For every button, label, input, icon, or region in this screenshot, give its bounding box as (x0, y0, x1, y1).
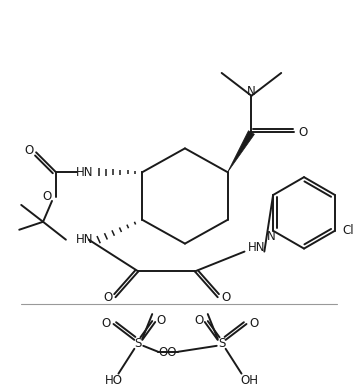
Text: N: N (247, 85, 256, 98)
Text: O: O (156, 314, 166, 327)
Text: O: O (194, 314, 203, 327)
Text: S: S (135, 338, 142, 350)
Text: O: O (101, 318, 110, 330)
Text: O: O (250, 318, 259, 330)
Text: O: O (103, 291, 112, 304)
Text: S: S (218, 338, 225, 350)
Text: O: O (299, 126, 308, 139)
Text: HO: HO (105, 374, 122, 387)
Text: O: O (25, 144, 34, 157)
Text: HN: HN (248, 241, 265, 254)
Text: OH: OH (241, 374, 258, 387)
Text: O: O (221, 291, 230, 304)
Text: HN: HN (76, 166, 93, 179)
Text: O: O (42, 191, 52, 203)
Text: HN: HN (76, 233, 93, 246)
Text: Cl: Cl (342, 224, 354, 237)
Polygon shape (228, 131, 255, 172)
Text: OO: OO (159, 346, 177, 359)
Text: N: N (267, 230, 275, 243)
